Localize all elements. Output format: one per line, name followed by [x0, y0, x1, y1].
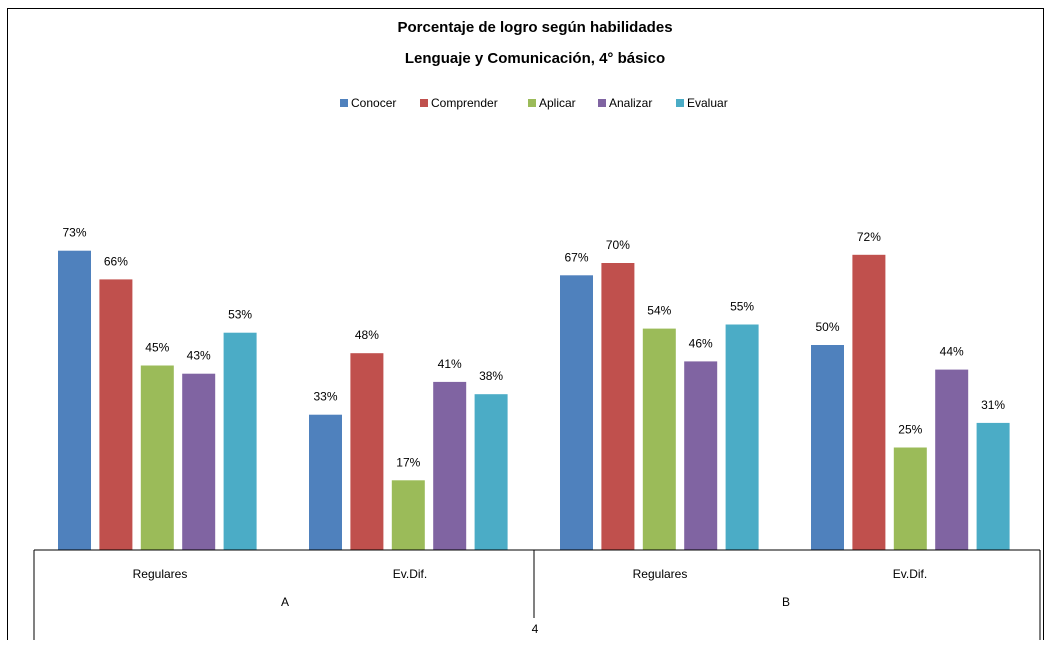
legend-swatch: [528, 99, 536, 107]
chart-title: Porcentaje de logro según habilidades: [397, 19, 672, 36]
legend-swatch: [598, 99, 606, 107]
data-label: 66%: [104, 254, 128, 268]
bar-analizar-2: [684, 361, 718, 550]
data-label: 50%: [815, 320, 839, 334]
legend-item: Analizar: [598, 96, 652, 110]
legend: Conocer Comprender Aplicar Analizar Evaluar: [340, 96, 728, 110]
legend-item: Evaluar: [676, 96, 728, 110]
category-label: Ev.Dif.: [393, 567, 427, 581]
bar-evaluar-1: [474, 394, 508, 550]
data-label: 73%: [62, 226, 86, 240]
data-label: 44%: [940, 345, 964, 359]
bar-conocer-1: [309, 414, 342, 550]
legend-label: Evaluar: [687, 96, 728, 110]
data-label: 70%: [606, 238, 630, 252]
data-label: 43%: [187, 349, 211, 363]
bar-analizar-1: [433, 381, 467, 550]
bar-comprender-3: [852, 254, 886, 551]
chart-subtitle: Lenguaje y Comunicación, 4° básico: [405, 50, 665, 67]
category-label: Regulares: [133, 567, 188, 581]
legend-label: Analizar: [609, 96, 652, 110]
data-label: 53%: [228, 308, 252, 322]
legend-item: Comprender: [420, 96, 498, 110]
category-label: Regulares: [633, 567, 688, 581]
category-group-label: B: [782, 595, 790, 609]
data-label: 48%: [355, 328, 379, 342]
legend-swatch: [340, 99, 348, 107]
legend-label: Aplicar: [539, 96, 576, 110]
category-axis: Regulares Ev.Dif. Regulares Ev.Dif. A B 4: [33, 549, 1041, 640]
bar-comprender-0: [99, 279, 133, 550]
data-label: 17%: [396, 455, 420, 469]
legend-label: Comprender: [431, 96, 498, 110]
data-label: 38%: [479, 369, 503, 383]
category-label: Ev.Dif.: [893, 567, 927, 581]
bar-aplicar-1: [391, 480, 425, 550]
bar-evaluar-0: [223, 332, 257, 550]
data-label: 67%: [564, 250, 588, 264]
data-label: 46%: [689, 336, 713, 350]
data-label: 25%: [898, 423, 922, 437]
bar-evaluar-2: [725, 324, 759, 550]
legend-swatch: [420, 99, 428, 107]
bar-conocer-0: [58, 250, 91, 550]
legend-item: Aplicar: [528, 96, 576, 110]
bar-analizar-0: [182, 373, 216, 550]
top-group-label: 4: [532, 622, 539, 636]
bar-aplicar-2: [642, 328, 676, 550]
data-label: 54%: [647, 304, 671, 318]
legend-label: Conocer: [351, 96, 396, 110]
bars-layer: 73% 66% 45% 43% 53% 33% 48% 17% 41% 38% 67% 70% 54% 4…: [58, 226, 1010, 551]
data-label: 41%: [438, 357, 462, 371]
bar-aplicar-3: [893, 447, 927, 550]
bar-aplicar-0: [140, 365, 174, 550]
bar-conocer-3: [811, 345, 844, 550]
bar-analizar-3: [935, 369, 969, 550]
category-group-label: A: [281, 595, 289, 609]
legend-item: Conocer: [340, 96, 396, 110]
data-label: 31%: [981, 398, 1005, 412]
bar-comprender-1: [350, 353, 384, 550]
bar-conocer-2: [560, 275, 593, 550]
legend-swatch: [676, 99, 684, 107]
data-label: 33%: [313, 390, 337, 404]
data-label: 55%: [730, 300, 754, 314]
data-label: 72%: [857, 230, 881, 244]
data-label: 45%: [145, 341, 169, 355]
bar-evaluar-3: [976, 422, 1010, 550]
bar-comprender-2: [601, 263, 635, 550]
chart-border: [7, 8, 1044, 645]
